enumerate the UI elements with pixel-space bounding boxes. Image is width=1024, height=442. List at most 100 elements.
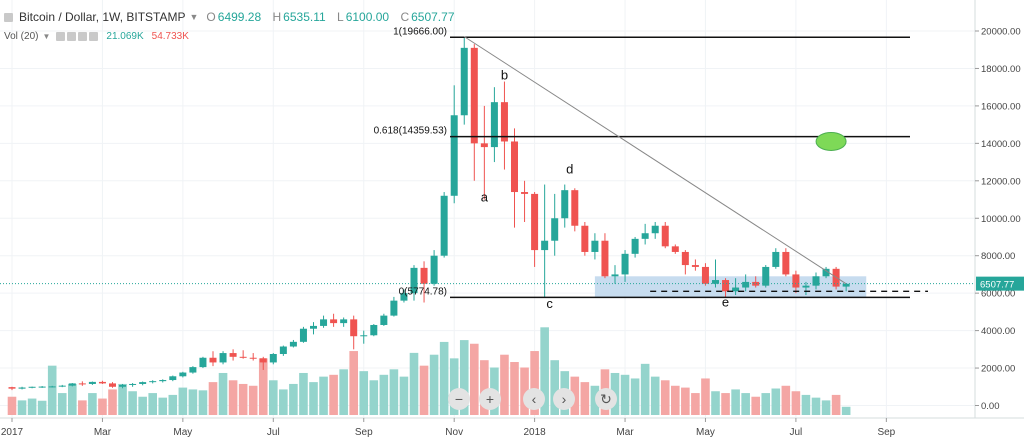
candle-body (802, 285, 810, 288)
low-value: 6100.00 (345, 10, 390, 24)
last-price-box (976, 276, 1024, 291)
symbol-header: Bitcoin / Dollar, 1W, BITSTAMP ▼ O 6499.2… (4, 10, 457, 24)
y-tick-label: 2000.00 (981, 364, 1015, 375)
volume-bar (319, 376, 328, 415)
volume-bar (309, 382, 318, 415)
volume-bar (831, 394, 841, 415)
volume-bar (98, 398, 107, 415)
volume-bar (78, 400, 87, 415)
y-tick-label: 4000.00 (981, 326, 1015, 337)
volume-bar (741, 393, 750, 415)
candle-body (772, 251, 780, 267)
y-tick-label: 12000.00 (981, 176, 1021, 187)
candle-body (48, 386, 56, 388)
scroll-left-button[interactable]: ‹ (523, 388, 545, 410)
x-tick-label: Mar (616, 427, 634, 438)
volume-bar (841, 406, 851, 415)
volume-bar (771, 388, 781, 415)
candle-body (189, 367, 197, 373)
volume-header: Vol (20) ▼ 21.069K 54.733K (4, 31, 189, 42)
volume-bar (178, 387, 188, 415)
candle-body (782, 251, 790, 275)
volume-bar (299, 372, 308, 415)
volume-bar (429, 354, 439, 415)
candle-body (551, 218, 559, 241)
y-tick-label: 20000.00 (981, 27, 1021, 38)
volume-bar (530, 351, 539, 415)
trendline (463, 36, 847, 285)
volume-bar (550, 360, 559, 415)
candle-body (561, 190, 569, 219)
candle-body (792, 274, 800, 288)
candle-body (380, 315, 388, 325)
add-icon[interactable] (78, 32, 88, 41)
volume-bar (248, 385, 258, 415)
zoom-out-button[interactable]: − (448, 388, 470, 410)
volume-bar (671, 385, 680, 415)
eye-icon[interactable] (56, 32, 66, 41)
x-tick-label: May (173, 427, 192, 438)
candle-body (149, 381, 157, 383)
volume-bar (751, 396, 760, 415)
volume-bar (37, 400, 47, 415)
volume-bar (108, 389, 117, 415)
close-key: C (400, 10, 410, 24)
candle-body (159, 380, 167, 382)
candle-body (671, 246, 679, 252)
close-value: 6507.77 (411, 10, 455, 24)
volume-bar (500, 354, 509, 415)
candle-body (78, 383, 86, 385)
candle-body (722, 280, 730, 292)
candle-body (400, 293, 408, 301)
volume-bar (711, 391, 720, 415)
volume-bar (510, 362, 519, 415)
candle-body (229, 353, 237, 357)
candle-body (601, 240, 609, 277)
candle-body (521, 192, 529, 194)
close-icon[interactable] (89, 32, 99, 41)
settings-icon[interactable] (67, 32, 77, 41)
wave-label-b: b (501, 68, 508, 83)
x-tick-label: Sep (355, 427, 373, 438)
price-axis (975, 0, 1024, 418)
candle-body (681, 251, 689, 266)
low-key: L (337, 10, 344, 24)
candle-body (581, 225, 589, 252)
candle-body (430, 255, 438, 284)
volume-bar (540, 327, 549, 415)
volume-bar (640, 363, 650, 415)
volume-bar (470, 343, 479, 415)
candle-body (621, 253, 629, 275)
candle-body (390, 300, 398, 316)
scroll-right-button[interactable]: › (553, 388, 575, 410)
volume-bar (580, 382, 590, 415)
volume-bar (379, 374, 389, 415)
candle-body (511, 141, 518, 193)
volume-label: Vol (20) (4, 31, 39, 42)
chevron-down-icon[interactable]: ▼ (189, 12, 199, 22)
reset-button[interactable]: ↻ (595, 388, 617, 410)
volume-bar (791, 391, 801, 415)
volume-bar (811, 397, 821, 415)
collapse-square-icon[interactable] (4, 12, 13, 22)
volume-bar (218, 372, 228, 415)
candle-body (651, 225, 659, 234)
volume-bar (480, 360, 489, 415)
volume-value-2: 54.733K (151, 31, 189, 42)
candle-body (299, 328, 307, 342)
volume-bar (389, 369, 399, 415)
volume-bar (289, 383, 298, 415)
candle-body (531, 193, 539, 251)
volume-bar (7, 396, 17, 415)
candle-body (490, 102, 498, 148)
candle-body (701, 266, 709, 284)
candle-body (18, 387, 26, 389)
candle-body (571, 190, 579, 226)
volume-bar (168, 394, 178, 415)
candle-body (440, 195, 448, 256)
volume-bar (269, 380, 278, 415)
volume-bar (650, 376, 660, 415)
zoom-in-button[interactable]: + (479, 388, 501, 410)
chevron-down-icon[interactable]: ▼ (42, 32, 51, 41)
